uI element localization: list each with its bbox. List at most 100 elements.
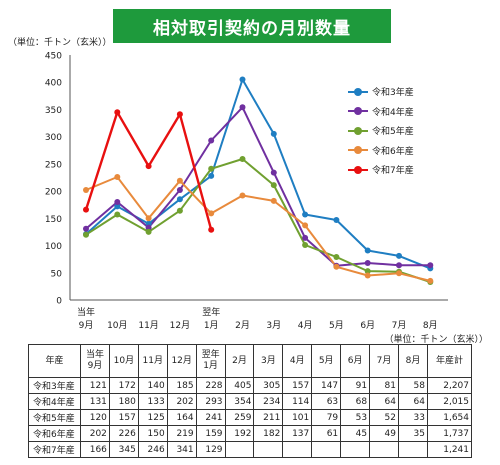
y-axis-ticks: 0 50 100 150 200 250 300 350 400 450 — [45, 52, 62, 307]
data-point — [208, 226, 215, 233]
legend-label: 令和3年産 — [372, 88, 414, 99]
table-column-header: 7月 — [369, 344, 399, 378]
data-point — [302, 222, 309, 229]
table-cell: 341 — [166, 441, 197, 458]
data-point — [114, 174, 121, 180]
chart-legend: 令和3年産 令和4年産 令和5年産 令和6年産 令和7年産 — [348, 82, 414, 180]
y-tick-label: 0 — [56, 297, 62, 307]
table-row-label: 令和5年産 — [28, 409, 81, 426]
y-tick-label: 100 — [45, 242, 62, 252]
chart-title: 相対取引契約の月別数量 — [113, 9, 391, 43]
table-row-label: 令和6年産 — [28, 425, 81, 442]
data-point — [396, 270, 402, 277]
table-row-label: 令和3年産 — [28, 377, 81, 394]
data-point — [427, 277, 434, 284]
table-cell — [369, 441, 399, 458]
legend-item: 令和4年産 — [348, 102, 414, 122]
x-tick-label: 2月 — [235, 320, 250, 331]
series-line — [85, 176, 431, 282]
table-cell: 64 — [397, 393, 429, 410]
table-cell: 52 — [369, 409, 399, 426]
table-cell: 140 — [137, 377, 168, 394]
table-cell: 157 — [282, 377, 313, 394]
data-point — [302, 211, 309, 218]
legend-swatch — [348, 126, 368, 136]
table-cell: 61 — [311, 425, 342, 442]
data-point — [145, 224, 152, 231]
table-cell: 129 — [195, 441, 226, 458]
table-cell: 164 — [166, 409, 197, 426]
table-corner-header: 年産 — [28, 344, 81, 378]
data-point — [427, 262, 434, 269]
series-points — [83, 76, 434, 285]
table-cell — [224, 441, 255, 458]
table-cell: 91 — [340, 377, 371, 394]
table-cell: 202 — [80, 425, 110, 442]
table-cell: 121 — [80, 377, 110, 394]
table-cell: 53 — [340, 409, 371, 426]
table-cell: 150 — [137, 425, 168, 442]
y-tick-label: 300 — [45, 133, 62, 143]
data-point — [396, 252, 402, 259]
table-cell: 35 — [397, 425, 429, 442]
x-tick-label: 9月 — [79, 320, 94, 331]
table-column-header: 3月 — [253, 344, 284, 378]
table-cell: 226 — [108, 425, 139, 442]
table-cell: 228 — [195, 377, 226, 394]
x-tick-label: 6月 — [360, 320, 375, 331]
data-point — [83, 187, 89, 193]
data-point — [83, 225, 89, 232]
x-tick-label: 8月 — [423, 320, 438, 331]
x-tick-label: 5月 — [329, 320, 344, 331]
table-cell: 157 — [108, 409, 139, 426]
legend-swatch — [348, 145, 368, 155]
table-cell: 259 — [224, 409, 255, 426]
x-tick-label: 12月 — [170, 320, 190, 331]
data-point — [208, 210, 215, 217]
data-point — [396, 262, 402, 269]
y-tick-label: 50 — [51, 269, 63, 279]
legend-label: 令和7年産 — [372, 166, 414, 177]
data-point — [270, 197, 277, 204]
table-row-label: 令和4年産 — [28, 393, 81, 410]
data-point — [270, 130, 277, 137]
data-point — [333, 263, 340, 270]
data-point — [145, 228, 152, 235]
data-point — [208, 165, 215, 172]
table-row: 令和6年産 202 226 150 219 159 192 182 137 61 45 49 35 1,7… — [28, 425, 472, 442]
legend-swatch — [348, 165, 368, 175]
table-column-header: 11月 — [137, 344, 168, 378]
data-point — [364, 260, 371, 266]
series-line — [85, 78, 431, 270]
table-cell: 81 — [369, 377, 399, 394]
table-cell: 1,737 — [427, 425, 472, 442]
table-column-header: 2月 — [224, 344, 255, 378]
table-cell — [397, 441, 429, 458]
data-point — [114, 203, 121, 210]
table-cell: 137 — [282, 425, 313, 442]
data-point — [83, 231, 89, 238]
table-cell: 133 — [137, 393, 168, 410]
chart-axes — [69, 55, 448, 301]
series-line — [85, 106, 431, 267]
table-cell: 2,207 — [427, 377, 472, 394]
x-tick-label: 7月 — [392, 320, 407, 331]
data-table: 年産 当年 9月 10月 11月 12月 翌年 1月 2月 3月 4月 5月 6月 7月 8月 年産計 令和… — [28, 344, 472, 458]
legend-swatch — [348, 106, 368, 116]
x-tick-label: 1月 — [204, 320, 219, 331]
data-point — [239, 156, 246, 162]
table-cell: 64 — [369, 393, 399, 410]
data-point — [239, 76, 246, 83]
data-point — [176, 111, 183, 118]
data-point — [176, 187, 183, 193]
table-row: 令和4年産 131 180 133 202 293 354 234 114 63 68 64 64 2,0… — [28, 393, 472, 410]
table-cell: 192 — [224, 425, 255, 442]
table-cell: 131 — [80, 393, 110, 410]
table-column-header: 5月 — [311, 344, 342, 378]
table-cell: 185 — [166, 377, 197, 394]
legend-item: 令和5年産 — [348, 121, 414, 141]
table-row: 令和5年産 120 157 125 164 241 259 211 101 79 53 52 33 1,6… — [28, 409, 472, 426]
table-cell: 202 — [166, 393, 197, 410]
data-point — [270, 182, 277, 189]
data-point — [208, 137, 215, 144]
